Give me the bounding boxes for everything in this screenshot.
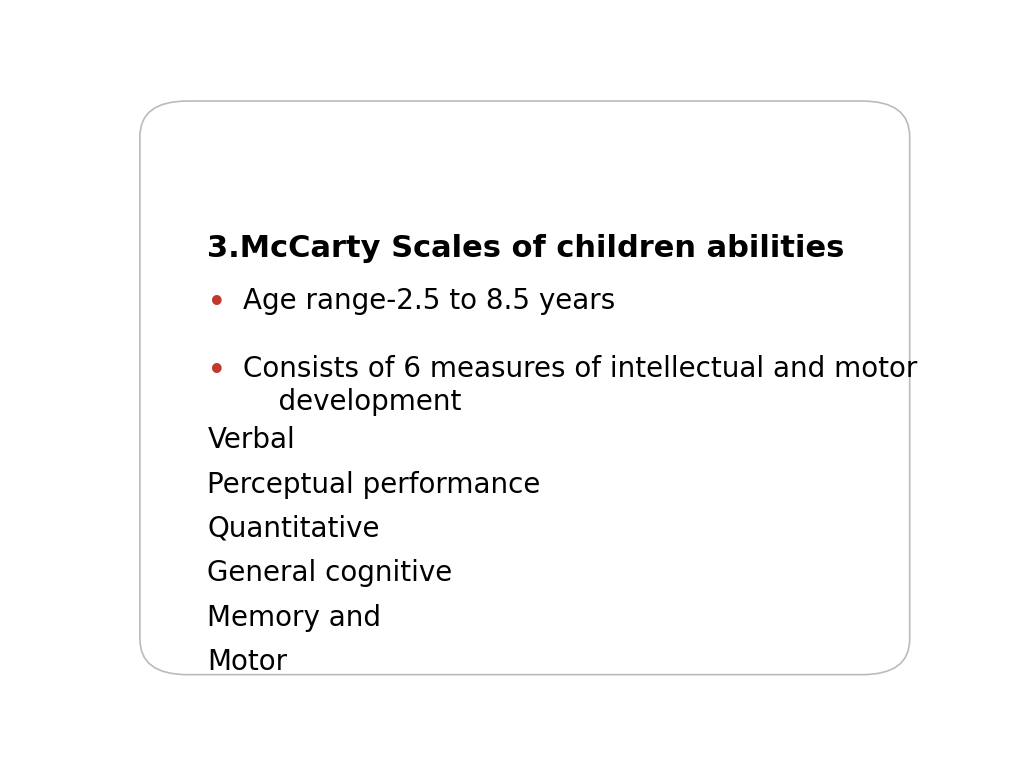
Text: Memory and: Memory and <box>207 604 381 632</box>
Text: Motor: Motor <box>207 648 288 676</box>
Text: Verbal: Verbal <box>207 426 295 455</box>
Text: 3.McCarty Scales of children abilities: 3.McCarty Scales of children abilities <box>207 234 845 263</box>
Text: •: • <box>207 287 227 320</box>
Text: Age range-2.5 to 8.5 years: Age range-2.5 to 8.5 years <box>243 287 615 316</box>
Text: General cognitive: General cognitive <box>207 559 453 588</box>
Text: Perceptual performance: Perceptual performance <box>207 471 541 498</box>
Text: Consists of 6 measures of intellectual and motor
    development: Consists of 6 measures of intellectual a… <box>243 356 918 415</box>
Text: Quantitative: Quantitative <box>207 515 380 543</box>
FancyBboxPatch shape <box>140 101 909 674</box>
Text: •: • <box>207 356 227 389</box>
